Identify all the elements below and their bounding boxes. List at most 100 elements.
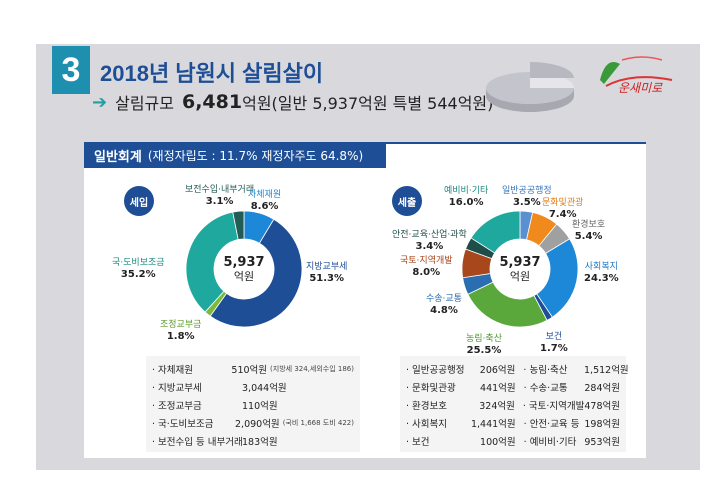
row-label: · 보전수입 등 내부거래 xyxy=(152,437,243,448)
slice-name: 예비비·기타 xyxy=(444,186,489,196)
scale-unit: 억원 xyxy=(242,94,272,113)
slice-pct: 3.4% xyxy=(415,241,444,252)
slice-name: 환경보호 xyxy=(572,220,606,230)
slice-name: 안전·교육·산업·과학 xyxy=(392,230,467,240)
expenditure-center: 5,937 억원 xyxy=(490,256,550,284)
expenditure-center-unit: 억원 xyxy=(509,270,531,283)
row-amount: 206억원 xyxy=(479,365,516,376)
table-row: · 자체재원 510억원 (지방세 324,세외수입 186) xyxy=(152,360,354,378)
row-amount: 1,512억원 xyxy=(584,365,629,376)
expenditure-label-5: 농림·축산 25.5% xyxy=(466,334,502,356)
row-label: · 사회복지 xyxy=(406,419,447,430)
row-amount: 3,044억원 xyxy=(242,383,287,394)
revenue-label-3: 국·도비보조금 35.2% xyxy=(112,258,165,280)
table-row: · 환경보호 324억원 · 국토·지역개발 478억원 xyxy=(406,396,620,414)
row-label: · 문화및관광 xyxy=(406,383,456,394)
expenditure-label-2: 환경보호 5.4% xyxy=(572,220,605,242)
row-label: · 국토·지역개발 xyxy=(522,401,585,412)
slice-name: 수송·교통 xyxy=(426,294,462,304)
scale-detail: (일반 5,937억원 특별 544억원) xyxy=(271,94,494,113)
row-label: · 조정교부금 xyxy=(152,401,202,412)
row-amount: 478억원 xyxy=(584,401,620,412)
slice-pct: 3.5% xyxy=(512,197,541,208)
row-label: · 안전·교육 등 xyxy=(523,419,580,430)
revenue-slice-3 xyxy=(185,211,239,313)
slice-pct: 1.7% xyxy=(540,343,568,354)
row-amount: 100억원 xyxy=(480,437,516,448)
row-amount: 953억원 xyxy=(584,437,620,448)
revenue-center-value: 5,937 xyxy=(223,255,265,270)
section-number: 3 xyxy=(52,46,90,94)
revenue-donut-hole xyxy=(215,240,273,298)
slice-name: 문화및관광 xyxy=(542,198,584,208)
row-label: · 국·도비보조금 xyxy=(152,419,214,430)
slice-pct: 4.8% xyxy=(430,305,458,316)
expenditure-label-9: 예비비·기타 16.0% xyxy=(444,186,488,208)
slice-pct: 8.0% xyxy=(412,267,441,278)
expenditure-label-1: 문화및관광 7.4% xyxy=(542,198,583,220)
brand-mark-icon: 운새미로 xyxy=(600,56,673,95)
slice-name: 보건 xyxy=(545,332,563,342)
row-note: (지방세 324,세외수입 186) xyxy=(270,365,354,373)
row-label: · 수송·교통 xyxy=(523,383,568,394)
row-label: · 일반공공행정 xyxy=(406,365,465,376)
revenue-label-1: 지방교부세 51.3% xyxy=(306,262,347,284)
revenue-table: · 자체재원 510억원 (지방세 324,세외수입 186) · 지방교부세 3,0… xyxy=(146,356,360,452)
expenditure-label-7: 국토·지역개발 8.0% xyxy=(400,256,453,278)
revenue-center: 5,937 억원 xyxy=(214,256,274,284)
slice-pct: 8.6% xyxy=(250,201,279,212)
section-detail: (재정자립도 : 11.7% 재정자주도 64.8%) xyxy=(147,148,364,163)
row-label: · 예비비·기타 xyxy=(523,437,577,448)
row-label: · 환경보호 xyxy=(406,401,447,412)
row-note: (국비 1,668 도비 422) xyxy=(282,419,354,427)
slice-name: 농림·축산 xyxy=(466,334,502,344)
table-row: · 일반공공행정 206억원 · 농림·축산 1,512억원 xyxy=(406,360,629,378)
row-amount: 284억원 xyxy=(584,383,620,394)
expenditure-center-value: 5,937 xyxy=(499,255,541,270)
scale-label: 살림규모 xyxy=(115,94,174,113)
revenue-label-2: 조정교부금 1.8% xyxy=(160,320,201,342)
expenditure-label-0: 일반공공행정 3.5% xyxy=(502,186,552,208)
expenditure-badge: 세출 xyxy=(392,186,422,216)
revenue-badge: 세입 xyxy=(124,186,154,216)
slice-pct: 3.1% xyxy=(205,196,234,207)
expenditure-donut-hole xyxy=(491,240,549,298)
slice-name: 국토·지역개발 xyxy=(400,256,453,266)
row-amount: 510억원 xyxy=(231,365,268,376)
slice-name: 지방교부세 xyxy=(306,262,348,272)
row-amount: 183억원 xyxy=(242,437,278,448)
row-amount: 110억원 xyxy=(242,401,278,412)
brand-logo: 운새미로 xyxy=(592,50,682,100)
row-amount: 324억원 xyxy=(479,401,515,412)
expenditure-label-3: 사회복지 24.3% xyxy=(584,262,619,284)
row-label: · 자체재원 xyxy=(152,365,193,376)
revenue-slice-4 xyxy=(232,210,245,241)
slice-pct: 16.0% xyxy=(448,197,484,208)
slice-pct: 24.3% xyxy=(584,273,619,284)
revenue-center-unit: 억원 xyxy=(233,270,255,283)
section-label: 일반회계 xyxy=(94,149,142,165)
table-row: · 지방교부세 3,044억원 xyxy=(152,378,354,396)
scale-value: 6,481 xyxy=(181,91,243,113)
expenditure-label-8: 안전·교육·산업·과학 3.4% xyxy=(392,230,467,252)
slice-name: 사회복지 xyxy=(584,262,618,272)
slice-pct: 51.3% xyxy=(309,273,345,284)
slice-name: 조정교부금 xyxy=(160,320,202,330)
row-amount: 1,441억원 xyxy=(470,419,516,430)
row-label: · 지방교부세 xyxy=(152,383,202,394)
slice-pct: 35.2% xyxy=(120,269,156,280)
expenditure-table: · 일반공공행정 206억원 · 농림·축산 1,512억원 · 문화및관광 441억원… xyxy=(400,356,629,452)
slice-pct: 25.5% xyxy=(466,345,502,356)
row-amount: 441억원 xyxy=(480,383,516,394)
expenditure-donut-chart xyxy=(461,210,579,328)
arrow-right-icon: ➔ xyxy=(92,91,108,113)
row-amount: 2,090억원 xyxy=(235,419,280,430)
expenditure-label-4: 보건 1.7% xyxy=(540,332,568,354)
slice-name: 일반공공행정 xyxy=(502,186,552,196)
budget-scale: ➔ 살림규모 6,481 억원 (일반 5,937억원 특별 544억원) xyxy=(92,90,493,114)
revenue-label-0: 자체재원 8.6% xyxy=(248,190,281,212)
row-label: · 농림·축산 xyxy=(523,365,568,376)
revenue-label-4: 보전수입·내부거래 3.1% xyxy=(185,185,254,207)
table-row: · 사회복지 1,441억원 · 안전·교육 등 198억원 xyxy=(406,414,620,432)
revenue-donut-chart xyxy=(185,210,303,328)
